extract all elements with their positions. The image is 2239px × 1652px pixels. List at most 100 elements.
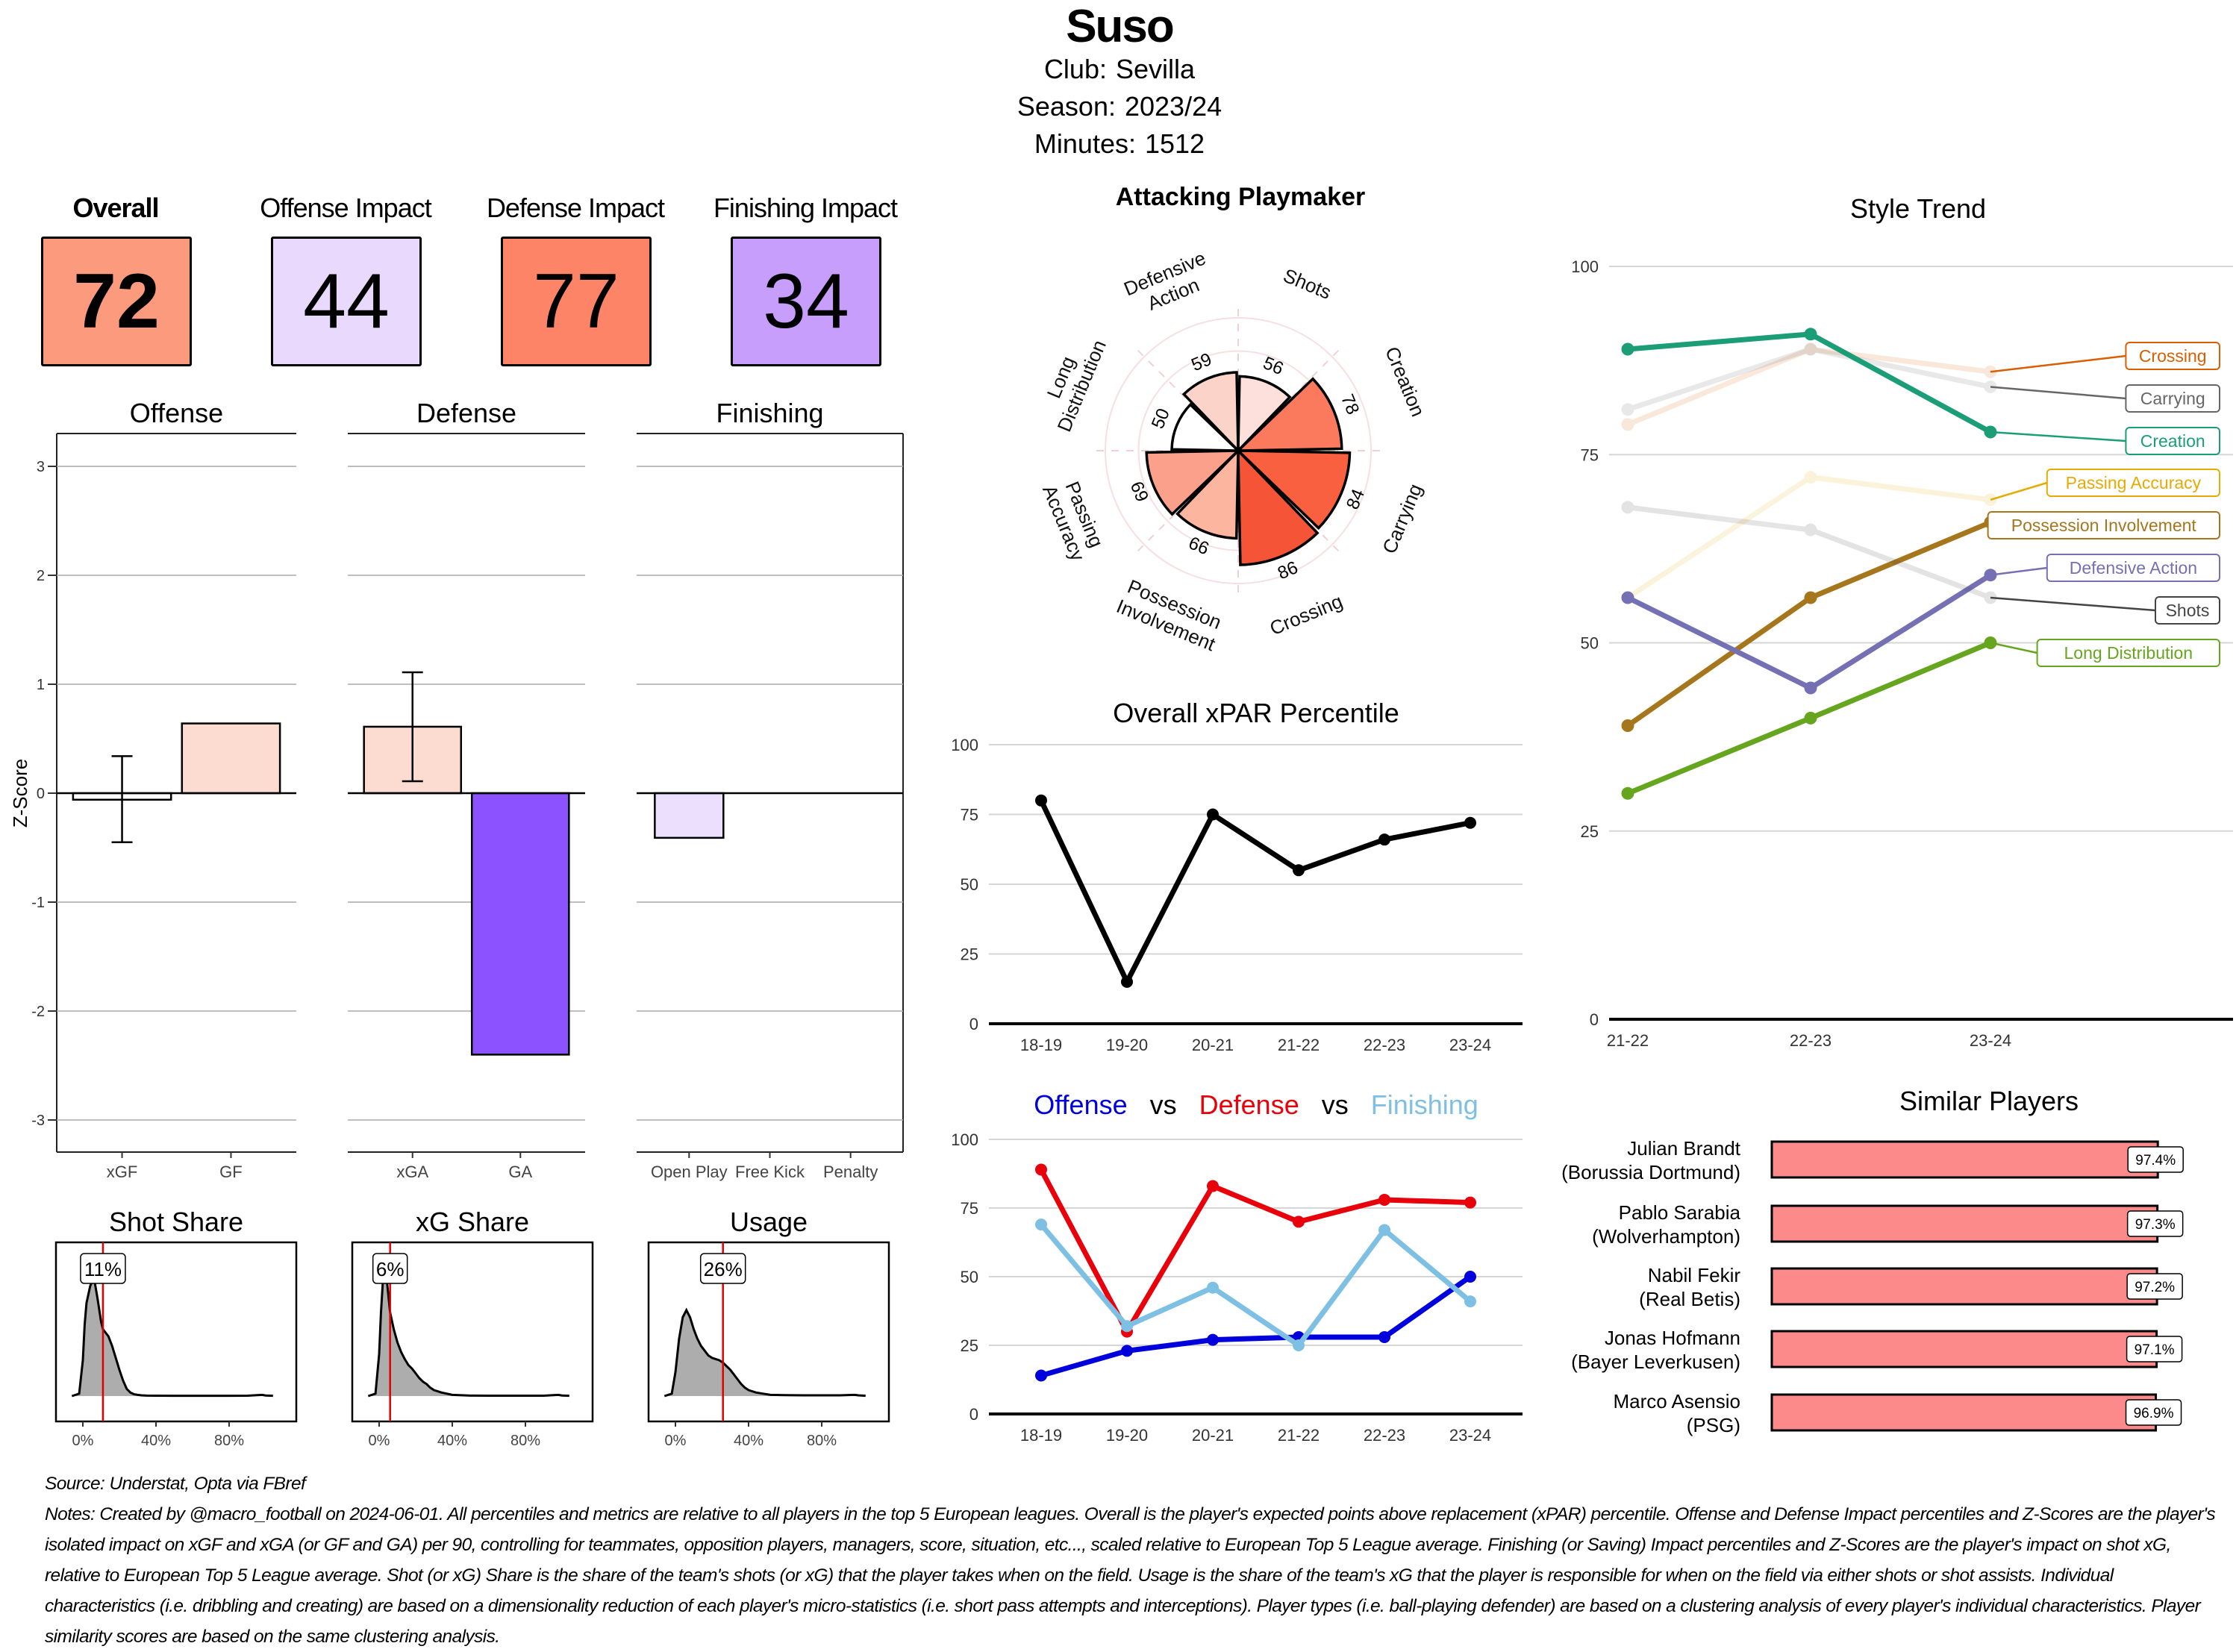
offense-impact-box: 44 [271, 237, 422, 366]
label-connector [1990, 386, 2126, 400]
radar-ring [1105, 317, 1372, 584]
series-possession-involvement [1621, 516, 1997, 732]
similarity-bar [1770, 1267, 2158, 1306]
x-tick-label: 80% [510, 1433, 540, 1449]
density-title: xG Share [416, 1207, 529, 1237]
series-label: Creation [2140, 431, 2205, 451]
y-tick-label: 1 [37, 677, 45, 693]
player-value-label: 26% [704, 1258, 743, 1280]
x-tick-label: 22-23 [1364, 1426, 1405, 1445]
club-label: Club: [1043, 54, 1107, 84]
facet-offense: Offense xGF GF [56, 398, 296, 1181]
series-label-box [2036, 639, 2221, 667]
similarity-label: 96.9% [2134, 1406, 2174, 1421]
series-label: Passing Accuracy [2066, 473, 2202, 492]
series-label: Crossing [2139, 346, 2207, 366]
data-point [1464, 1271, 1476, 1283]
x-tick-label: 80% [807, 1433, 837, 1449]
player-name: Marco Asensio [1613, 1390, 1740, 1412]
facet-finishing: Finishing Open Play Free Kick Penalty [637, 398, 904, 1181]
season-value: 2023/24 [1124, 91, 1222, 122]
radar-ring [1137, 350, 1339, 551]
similar-player-row: 96.9% Marco Asensio(PSG) [1613, 1390, 2182, 1436]
style-trend-chart: Style Trend 0 25 50 75 100 21-22 22-23 23-24 Cros… [1571, 193, 2233, 1050]
player-name: Jonas Hofmann [1605, 1327, 1740, 1349]
series-line [1627, 504, 1992, 601]
series-overall-xpar [1035, 794, 1476, 988]
label-connector [1990, 481, 2048, 501]
series-label: Carrying [2140, 389, 2205, 408]
data-point [1804, 523, 1817, 536]
overall-score-label: Overall [72, 193, 159, 223]
label-connector [1990, 642, 2037, 654]
y-tick-label: 100 [951, 1130, 978, 1149]
y-tick-label: 0 [969, 1405, 978, 1424]
odf-title-part: vs [1299, 1089, 1349, 1120]
similar-player-row: 97.4% Julian Brandt(Borussia Dortmund) [1561, 1137, 2184, 1183]
data-point [1621, 786, 1634, 800]
similarity-badge [2127, 1146, 2184, 1173]
data-point [1293, 1339, 1305, 1351]
density-title: Usage [730, 1207, 808, 1237]
series-label: Shots [2166, 601, 2210, 620]
label-connector [1990, 566, 2047, 576]
data-point [1621, 719, 1634, 732]
series-line [1038, 799, 1471, 985]
y-tick-label: 0 [969, 1015, 978, 1033]
similar-player-row: 97.3% Pablo Sarabia(Wolverhampton) [1592, 1201, 2184, 1248]
density-area [72, 1277, 273, 1396]
bar-open-play [654, 792, 725, 839]
data-point [1804, 681, 1817, 695]
y-tick-label: 75 [961, 806, 978, 825]
offense-defense-finishing-chart: Offense vs Defense vs Finishing 0 25 50 75 10… [951, 1089, 1523, 1445]
x-tick-label: 0% [72, 1433, 94, 1449]
series-creation [1621, 328, 1997, 439]
y-tick-label: 100 [1571, 257, 1599, 276]
x-tick-label: Penalty [823, 1163, 878, 1181]
y-tick-label: 50 [1581, 634, 1599, 653]
density-title: Shot Share [109, 1207, 243, 1237]
data-point [1121, 1320, 1133, 1333]
minutes-value: 1512 [1144, 128, 1205, 159]
defense-impact-box: 77 [501, 237, 652, 366]
player-name: Pablo Sarabia [1619, 1201, 1741, 1224]
similarity-badge [2125, 1399, 2182, 1426]
density-usage: Usage 26% 0% 40% 80% [647, 1207, 890, 1449]
y-tick-label: -2 [31, 1004, 45, 1020]
player-club: (Bayer Leverkusen) [1571, 1351, 1740, 1373]
y-tick-label: 50 [961, 1268, 978, 1286]
series-line [1626, 346, 1991, 413]
x-tick-label: 21-22 [1278, 1426, 1320, 1445]
offense-impact-value: 44 [303, 257, 390, 345]
x-tick-label: 0% [369, 1433, 390, 1449]
data-point [1804, 328, 1817, 341]
x-tick-label: 80% [214, 1433, 244, 1449]
series-label: Long Distribution [2064, 643, 2193, 663]
radar-wedge-long-distribution [1170, 402, 1242, 452]
defense-impact-value: 77 [533, 257, 619, 345]
x-tick-label: 18-19 [1020, 1036, 1062, 1054]
series-offense [1035, 1271, 1476, 1382]
player-club: (PSG) [1687, 1414, 1740, 1436]
notes-text: Notes: Created by @macro_football on 202… [45, 1504, 2216, 1647]
data-point [1207, 808, 1219, 821]
series-label-box [2046, 469, 2221, 497]
club-line: Club: Sevilla [896, 54, 1343, 85]
facet-defense: Defense xGA GA [348, 398, 585, 1181]
radar-value-label: 50 [1148, 406, 1174, 432]
data-point [1804, 591, 1817, 604]
x-tick-label: 20-21 [1192, 1036, 1234, 1054]
x-tick-label: GA [508, 1163, 532, 1181]
player-value-label: 11% [84, 1258, 122, 1280]
x-tick-label: 19-20 [1106, 1426, 1148, 1445]
series-line [1039, 1222, 1473, 1348]
x-tick-label: 23-24 [1449, 1036, 1491, 1054]
radar-category-label: Crossing [1267, 589, 1346, 639]
y-tick-label: -1 [31, 895, 45, 911]
facet-title: Offense [130, 398, 223, 428]
defense-impact-label: Defense Impact [486, 193, 665, 223]
x-tick-label: xGF [107, 1163, 138, 1181]
player-club: (Wolverhampton) [1592, 1225, 1740, 1248]
